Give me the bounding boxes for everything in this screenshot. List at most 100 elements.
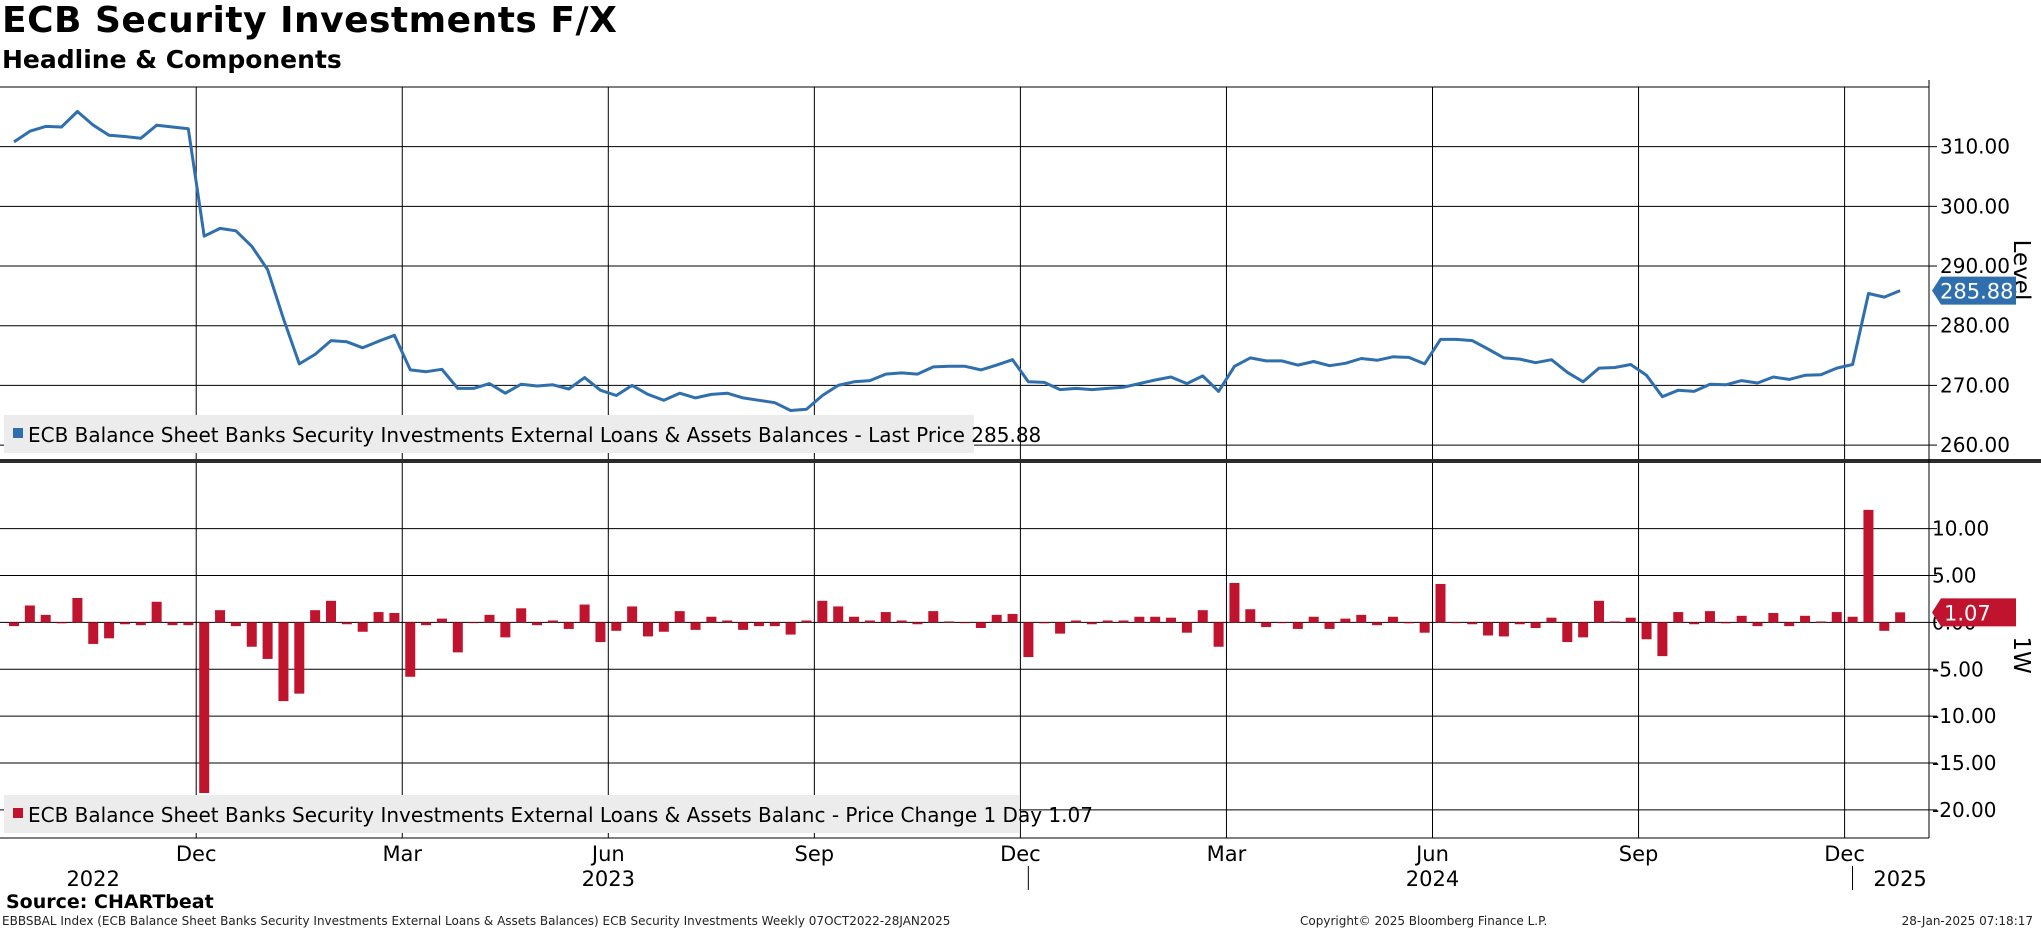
change-legend-box [4, 795, 1019, 833]
change-bar [452, 622, 463, 653]
change-bar [1356, 614, 1367, 623]
change-bar [1118, 620, 1129, 623]
change-bar [1704, 611, 1715, 623]
change-bar [1150, 616, 1161, 623]
level-last-value-label: 285.88 [1940, 280, 2013, 304]
x-month-label: Sep [1619, 842, 1659, 866]
change-bar [1086, 622, 1097, 625]
change-bar [1530, 622, 1541, 628]
change-bar [864, 620, 875, 623]
change-bar [24, 605, 35, 623]
change-tick-label: 10.00 [1932, 517, 1989, 541]
level-tick-label: 260.00 [1940, 433, 2010, 457]
change-bar [1467, 622, 1478, 625]
change-bar [230, 622, 241, 627]
change-bar [975, 622, 986, 628]
change-bar [1387, 616, 1398, 623]
change-bar [928, 611, 939, 623]
change-bar [960, 622, 970, 624]
grid-layer [0, 86, 2041, 839]
change-bar [532, 622, 543, 626]
change-bar [1609, 621, 1620, 623]
bar-series-layer [9, 509, 1906, 793]
change-tick-label: -15.00 [1932, 751, 1996, 775]
axes-layer: 260.00 270.00 280.00 290.00 300.00 310.00 -20.… [66, 80, 2034, 891]
footer-index-description: EBBSBAL Index (ECB Balance Sheet Banks S… [2, 914, 951, 928]
line-series-layer [13, 110, 1901, 412]
change-bar [1815, 621, 1826, 623]
change-bar [1879, 622, 1890, 631]
change-bar [1514, 622, 1525, 625]
change-bar [119, 622, 130, 625]
x-month-label: Mar [1207, 842, 1247, 866]
change-bar [1039, 622, 1050, 624]
change-bar [1292, 622, 1303, 629]
change-bar [1451, 622, 1462, 624]
change-bar [294, 622, 305, 694]
level-line [13, 110, 1901, 412]
change-bar [262, 622, 273, 659]
change-bar [880, 612, 891, 623]
change-bar [1403, 622, 1414, 624]
source-note: Source: CHARTbeat [6, 891, 214, 913]
change-bar [1895, 612, 1906, 623]
x-year-label: 2022 [66, 867, 119, 891]
change-bar [1070, 620, 1081, 623]
change-bar [706, 616, 717, 623]
change-bar [151, 601, 162, 623]
change-axis-title: 1W [2008, 636, 2034, 673]
change-bar [849, 616, 860, 623]
level-last-value-tag [1932, 276, 2016, 305]
change-bar [785, 622, 796, 635]
change-bar [658, 622, 669, 632]
level-tick-label: 280.00 [1940, 314, 2010, 338]
label-layer: 285.88 1.07 [1932, 276, 2016, 627]
x-year-label: 2023 [582, 867, 635, 891]
change-bar [1197, 610, 1208, 623]
change-bar [88, 622, 99, 644]
x-month-label: Sep [795, 842, 835, 866]
change-bar [1134, 616, 1145, 623]
change-bar [738, 622, 749, 630]
footer-timestamp: 28-Jan-2025 07:18:17 [1901, 914, 2033, 928]
change-bar [1594, 600, 1604, 623]
x-year-label: 2024 [1406, 867, 1459, 891]
x-month-label: Dec [1824, 842, 1865, 866]
x-month-label: Jun [1414, 842, 1449, 866]
change-bar [753, 622, 764, 627]
change-bar [611, 622, 622, 631]
change-bar [769, 622, 780, 627]
change-bar [1720, 622, 1731, 624]
level-tick-label: 270.00 [1940, 373, 2010, 397]
change-bar [373, 612, 384, 623]
change-bar [1308, 616, 1319, 623]
change-bar [1562, 622, 1573, 643]
change-bar [1372, 622, 1383, 626]
change-bar [1213, 622, 1224, 647]
change-bar [1578, 622, 1589, 638]
change-bar [1625, 617, 1636, 623]
change-legend-label: ECB Balance Sheet Banks Security Investm… [28, 803, 1093, 827]
change-bar [421, 622, 432, 626]
x-year-label: 2025 [1873, 867, 1926, 891]
change-bar [595, 622, 606, 643]
change-bar [56, 622, 67, 624]
change-bar [1831, 612, 1842, 623]
change-last-value-label: 1.07 [1944, 601, 1991, 625]
change-bar [1657, 622, 1668, 657]
change-bar [1689, 622, 1700, 625]
change-tick-label: -10.00 [1932, 704, 1996, 728]
change-bar [1736, 615, 1747, 623]
change-bar [1847, 616, 1858, 623]
change-bar [436, 618, 447, 623]
change-bar [326, 600, 336, 623]
change-bar [1102, 620, 1113, 623]
change-bar [1752, 622, 1763, 627]
change-bar [801, 620, 812, 623]
change-bar [627, 606, 638, 623]
footer-copyright: Copyright© 2025 Bloomberg Finance L.P. [1300, 914, 1548, 928]
change-bar [1261, 622, 1272, 628]
level-tick-label: 300.00 [1940, 194, 2010, 218]
change-bar [500, 622, 511, 638]
